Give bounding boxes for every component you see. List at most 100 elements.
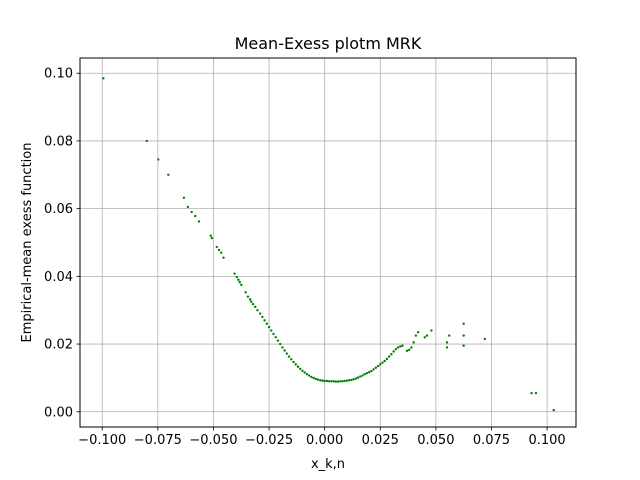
data-point [250, 300, 253, 303]
data-point [334, 380, 337, 383]
data-point [267, 325, 271, 329]
data-point [350, 378, 353, 382]
data-point [237, 278, 240, 281]
data-point [312, 376, 315, 380]
data-point [281, 346, 284, 349]
data-point [330, 380, 333, 383]
data-point [310, 375, 313, 379]
data-point [254, 305, 257, 309]
data-point [233, 272, 236, 275]
data-point [296, 365, 300, 368]
data-point [209, 234, 212, 237]
data-point [283, 349, 286, 352]
data-point [238, 280, 241, 284]
data-point [359, 375, 362, 378]
data-point [372, 368, 375, 371]
data-point [305, 372, 309, 376]
data-point [383, 359, 386, 363]
data-point [412, 341, 415, 344]
data-point [278, 342, 282, 346]
data-point [263, 319, 266, 322]
data-point [367, 370, 371, 374]
data-point [272, 332, 275, 336]
data-point [394, 347, 398, 351]
data-point [248, 298, 252, 301]
data-point [530, 391, 533, 395]
data-point [410, 346, 413, 349]
x-tick-label: −0.075 [134, 433, 182, 448]
data-point [336, 380, 340, 383]
data-point [102, 77, 105, 80]
data-point [220, 251, 223, 254]
data-point [240, 283, 243, 287]
scatter-points [102, 77, 555, 412]
data-point [186, 205, 190, 209]
data-point [251, 302, 255, 306]
data-point [448, 334, 451, 337]
data-point [385, 357, 389, 361]
data-point [376, 364, 380, 368]
y-tick-label: 0.08 [44, 134, 73, 149]
data-point [341, 380, 344, 383]
data-point [194, 214, 197, 218]
data-point [552, 408, 555, 412]
data-point [321, 379, 324, 382]
data-point [314, 377, 317, 381]
data-point [414, 334, 418, 337]
data-point [285, 352, 289, 355]
x-axis-ticks: −0.100 −0.075 −0.050 −0.025 0.000 0.025 0.050 0… [78, 427, 566, 448]
x-tick-label: −0.050 [189, 433, 237, 448]
data-point [405, 349, 409, 353]
data-point [327, 380, 331, 383]
x-tick-label: 0.100 [528, 433, 565, 448]
data-point [258, 312, 262, 315]
data-point [256, 309, 259, 312]
data-point [374, 366, 378, 369]
data-point [244, 291, 247, 294]
data-point [307, 374, 311, 377]
data-point [352, 378, 355, 381]
data-point [354, 377, 358, 380]
data-point [392, 350, 395, 353]
data-point [210, 236, 214, 240]
data-point [363, 372, 366, 376]
data-point [157, 158, 160, 161]
x-tick-label: −0.025 [245, 433, 293, 448]
data-point [323, 379, 326, 383]
data-point [347, 379, 351, 382]
data-point [345, 379, 349, 382]
data-point [462, 322, 465, 325]
y-tick-label: 0.00 [44, 405, 73, 420]
data-point [462, 334, 465, 337]
data-point [301, 369, 304, 373]
x-tick-label: 0.025 [362, 433, 399, 448]
data-point [167, 173, 170, 176]
data-point [534, 391, 538, 395]
data-point [356, 376, 360, 379]
y-tick-label: 0.06 [44, 202, 73, 217]
data-point [399, 345, 402, 348]
data-point [462, 344, 465, 347]
x-tick-label: 0.075 [473, 433, 510, 448]
data-point [430, 329, 433, 332]
data-point [261, 315, 264, 319]
data-point [182, 196, 186, 200]
data-point [298, 367, 302, 370]
data-point [145, 139, 148, 143]
data-point [246, 295, 250, 298]
data-point [319, 379, 322, 382]
data-point [365, 371, 369, 375]
y-axis-label: Empirical-mean exess function [20, 143, 35, 343]
data-point [190, 210, 193, 214]
y-tick-label: 0.02 [44, 338, 73, 353]
data-point [407, 348, 411, 352]
x-axis-label: x_k,n [311, 457, 345, 472]
data-point [445, 341, 449, 344]
y-axis-ticks: 0.00 0.02 0.04 0.06 0.08 0.10 [44, 67, 80, 420]
y-tick-label: 0.10 [44, 67, 73, 82]
grid-lines [80, 58, 576, 427]
data-point [215, 245, 218, 249]
data-point [423, 336, 426, 339]
data-point [483, 337, 487, 341]
data-point [287, 355, 291, 358]
